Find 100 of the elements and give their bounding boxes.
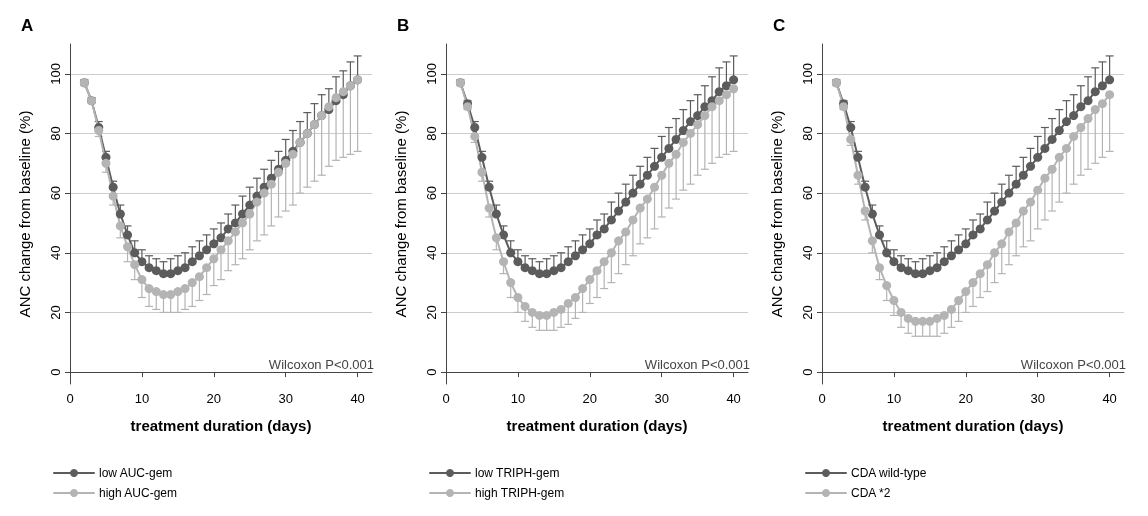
point — [230, 227, 240, 237]
y-tick-label: 80 — [424, 126, 439, 141]
point — [252, 197, 262, 207]
point — [158, 290, 168, 300]
point — [1004, 227, 1014, 237]
point — [209, 254, 219, 264]
point — [534, 269, 544, 279]
point — [1105, 75, 1115, 85]
point — [729, 75, 739, 85]
point — [578, 284, 588, 294]
point — [194, 251, 204, 261]
point — [1097, 81, 1107, 91]
point — [542, 310, 552, 320]
point — [671, 134, 681, 144]
point — [939, 257, 949, 267]
point — [520, 301, 530, 311]
point — [499, 230, 509, 240]
point — [592, 230, 602, 240]
point — [1004, 188, 1014, 198]
point — [925, 266, 935, 276]
point — [1047, 164, 1057, 174]
point — [1033, 185, 1043, 195]
point — [1069, 131, 1079, 141]
point — [954, 245, 964, 255]
point — [108, 191, 118, 201]
legend-label: CDA wild-type — [851, 466, 927, 480]
point — [882, 281, 892, 291]
chart-title: B — [397, 16, 410, 35]
point — [990, 206, 1000, 216]
point — [1061, 117, 1071, 127]
point — [101, 158, 111, 168]
point — [968, 230, 978, 240]
point — [932, 313, 942, 323]
point — [954, 295, 964, 305]
point — [1054, 152, 1064, 162]
point — [123, 230, 133, 240]
point — [853, 170, 863, 180]
x-tick-label: 40 — [350, 391, 365, 406]
y-axis-title: ANC change from baseline (%) — [768, 110, 785, 318]
y-tick-label: 80 — [48, 126, 63, 141]
point — [982, 260, 992, 270]
point — [997, 197, 1007, 207]
point — [664, 143, 674, 153]
point — [635, 203, 645, 213]
point — [470, 131, 480, 141]
point — [563, 257, 573, 267]
point — [585, 275, 595, 285]
point — [563, 298, 573, 308]
point — [975, 224, 985, 234]
x-tick-label: 30 — [278, 391, 293, 406]
point — [700, 111, 710, 121]
y-axis-title: ANC change from baseline (%) — [16, 110, 33, 318]
point — [614, 236, 624, 246]
point — [1076, 123, 1086, 133]
point — [1090, 87, 1100, 97]
point — [642, 194, 652, 204]
point — [1097, 99, 1107, 109]
x-axis-title: treatment duration (days) — [882, 417, 1064, 434]
point — [570, 293, 580, 303]
y-tick-label: 60 — [800, 185, 815, 201]
x-tick-label: 10 — [134, 391, 150, 406]
point — [982, 215, 992, 225]
point — [187, 257, 197, 267]
point — [1018, 206, 1028, 216]
point — [614, 206, 624, 216]
point — [202, 263, 212, 273]
point — [144, 263, 154, 273]
point — [925, 316, 935, 326]
point — [932, 263, 942, 273]
point — [714, 87, 724, 97]
point — [997, 239, 1007, 249]
point — [714, 96, 724, 106]
point — [259, 188, 269, 198]
point — [860, 182, 870, 192]
point — [1061, 143, 1071, 153]
point — [187, 278, 197, 288]
x-axis-title: treatment duration (days) — [130, 417, 312, 434]
point — [513, 293, 523, 303]
point — [477, 167, 487, 177]
point — [671, 149, 681, 159]
y-tick-label: 20 — [800, 305, 815, 320]
point — [642, 170, 652, 180]
point — [621, 227, 631, 237]
y-tick-label: 20 — [48, 305, 63, 320]
point — [693, 120, 703, 130]
x-tick-label: 0 — [442, 391, 450, 406]
point — [721, 90, 731, 100]
point — [650, 182, 660, 192]
point — [477, 152, 487, 162]
point — [678, 125, 688, 135]
point — [570, 251, 580, 261]
point — [266, 179, 276, 189]
point — [1040, 173, 1050, 183]
point — [216, 245, 226, 255]
annotation: Wilcoxon P<0.001 — [1020, 357, 1127, 372]
point — [180, 284, 190, 294]
point — [549, 266, 559, 276]
point — [657, 170, 667, 180]
y-tick-label: 80 — [800, 126, 815, 141]
x-tick-label: 0 — [66, 391, 74, 406]
